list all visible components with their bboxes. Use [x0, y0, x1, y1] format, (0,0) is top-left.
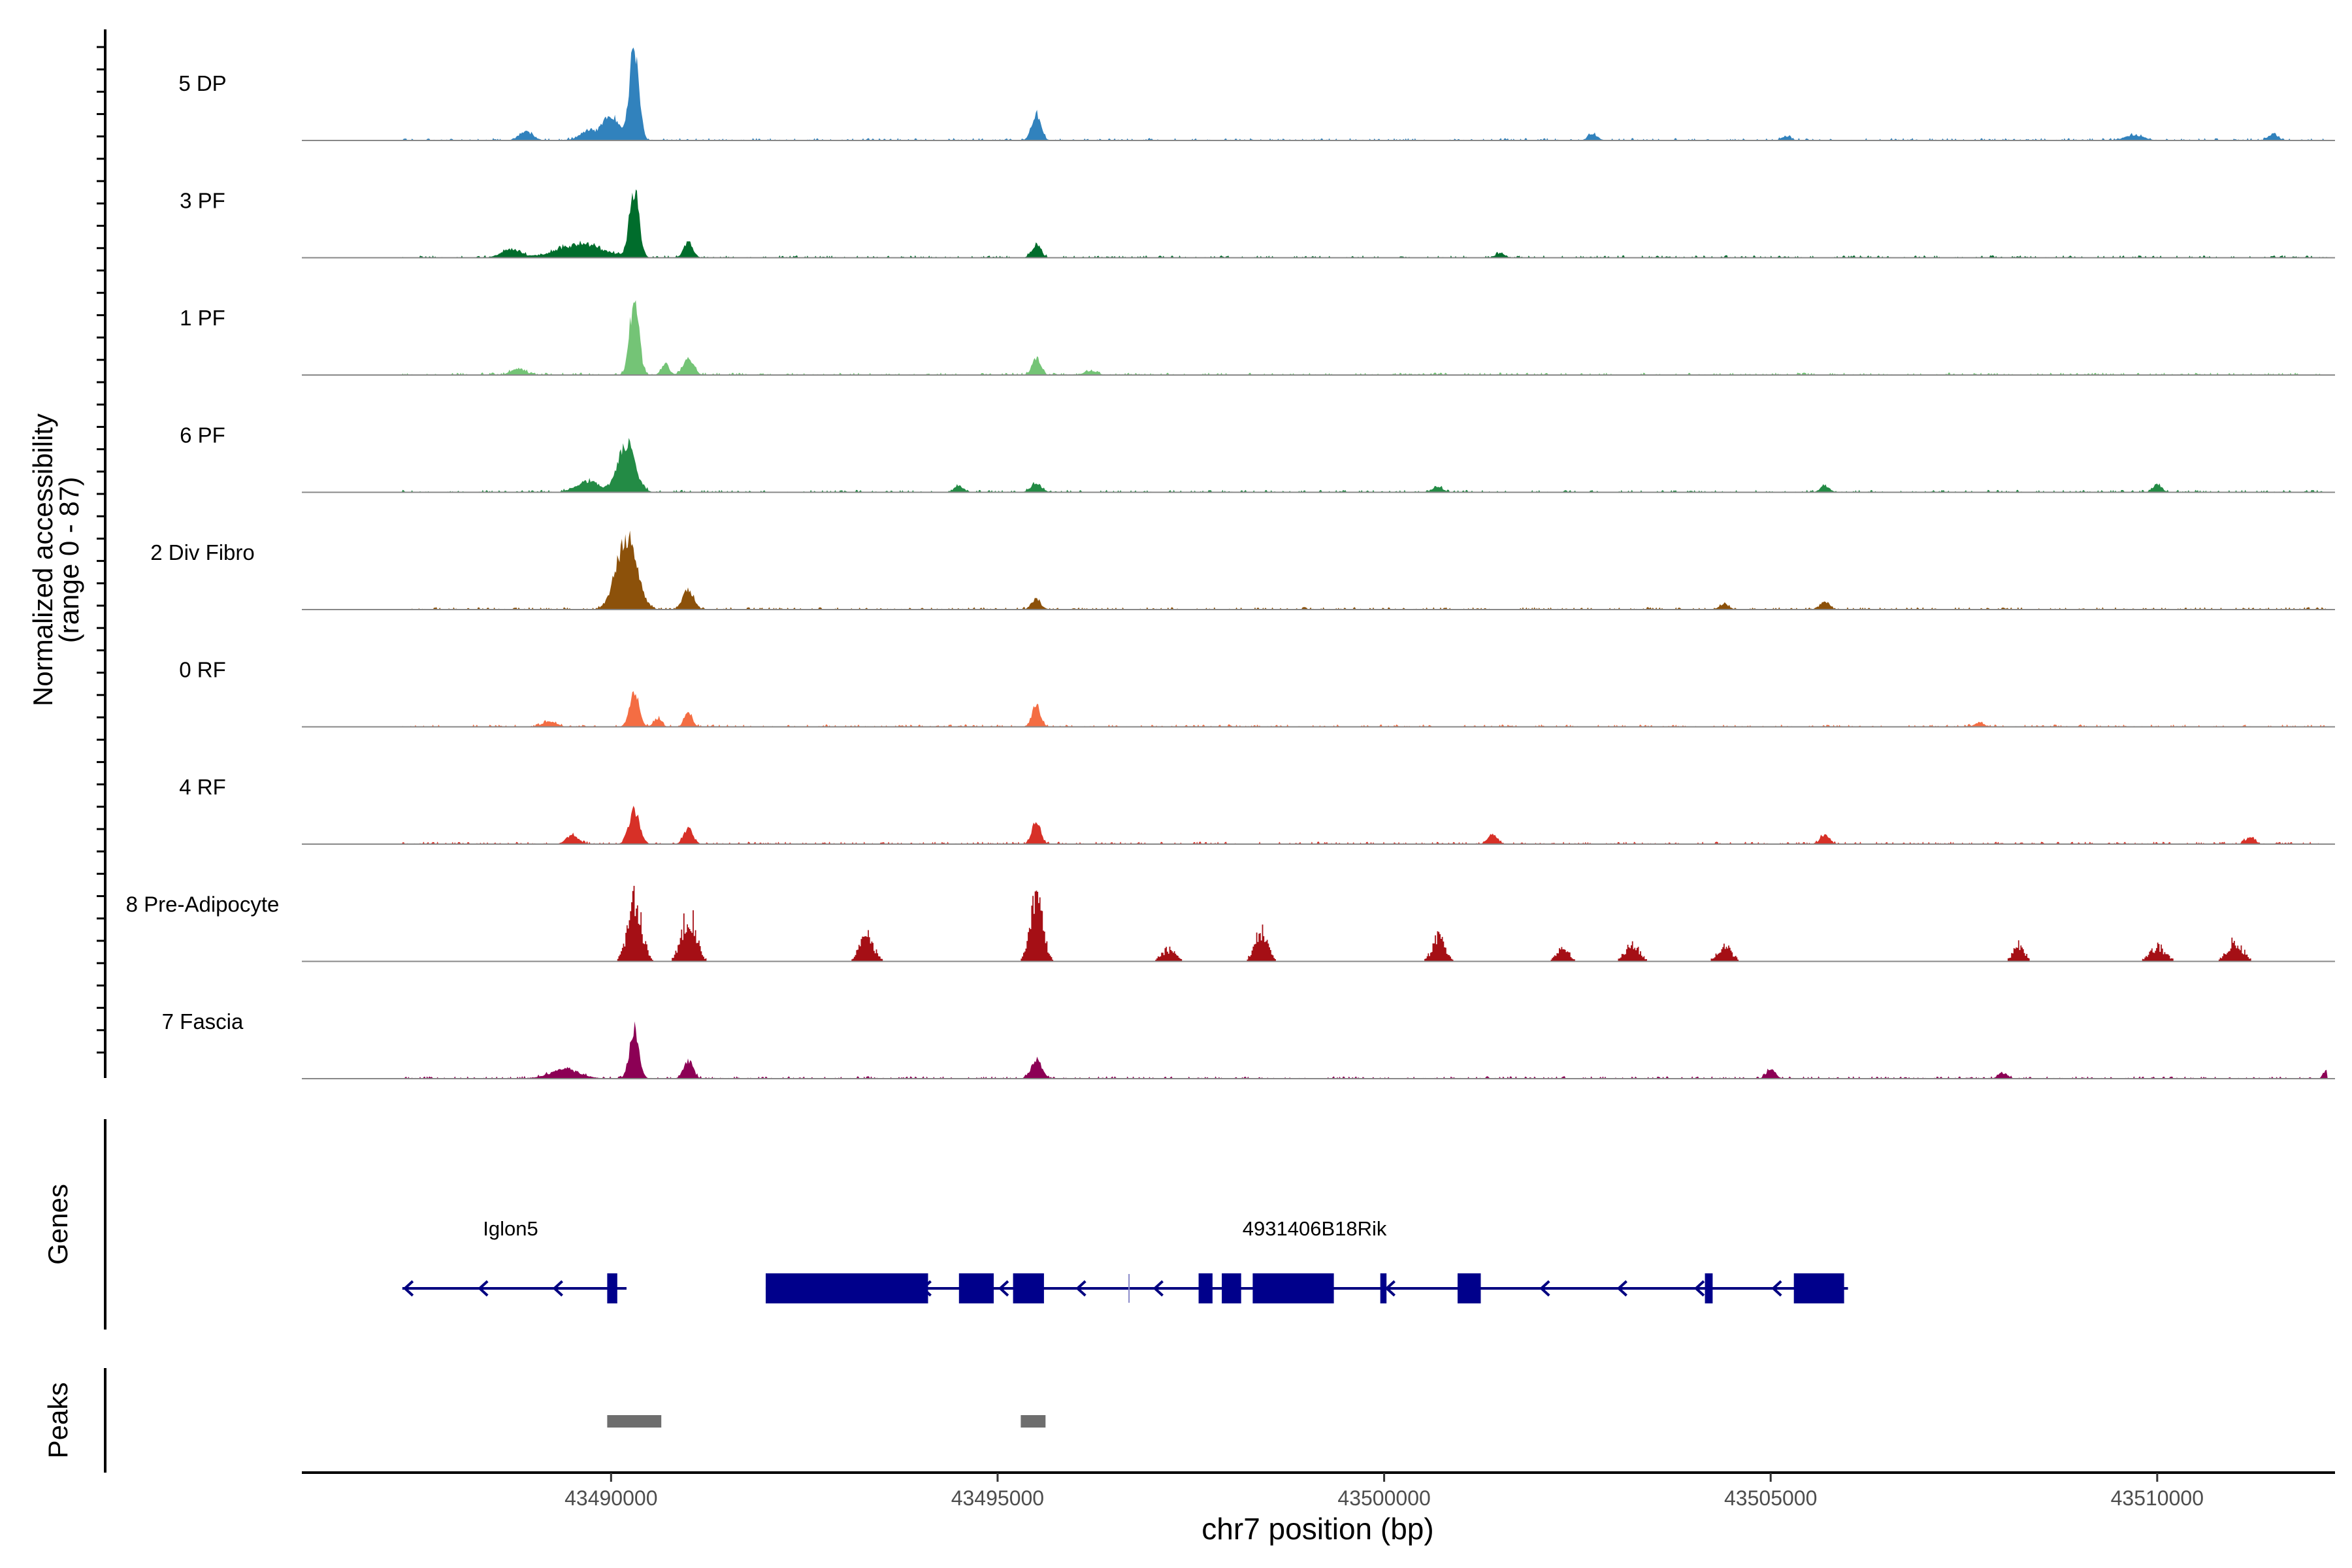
coverage-area [302, 189, 2335, 258]
track-label: 8 Pre-Adipocyte [126, 892, 280, 917]
x-tick-label: 43510000 [2111, 1486, 2204, 1510]
strand-arrow [552, 1280, 563, 1297]
x-tick-label: 43495000 [951, 1486, 1044, 1510]
x-axis-ticks: 43490000 43495000 43500000 43505000 43510000 [564, 1473, 2204, 1510]
coverage-area [302, 531, 2335, 610]
exon [1380, 1273, 1387, 1303]
coverage-area [617, 885, 2251, 962]
track-7-fascia: 7 Fascia [162, 1009, 2335, 1079]
exon [1252, 1273, 1334, 1303]
strand-arrow [402, 1280, 414, 1297]
exon [607, 1273, 617, 1303]
track-label: 6 PF [180, 423, 225, 448]
coverage-area [302, 438, 2335, 493]
exon [1458, 1273, 1481, 1303]
strand-arrow [1539, 1280, 1550, 1297]
exon [1705, 1273, 1713, 1303]
coverage-y-range-label: (range 0 - 87) [54, 477, 84, 643]
track-6-pf: 6 PF [180, 423, 2335, 493]
peak-region [1021, 1415, 1046, 1428]
gene-track: Iglon5 4931406B18Rik [402, 1217, 1848, 1303]
strand-arrow [1771, 1280, 1782, 1297]
track-3-pf: 3 PF [180, 189, 2335, 259]
exon [1222, 1273, 1241, 1303]
exon [1793, 1273, 1844, 1303]
track-label: 2 Div Fibro [150, 540, 255, 564]
track-5-dp: 5 DP [178, 47, 2335, 141]
track-label: 0 RF [179, 658, 226, 682]
x-tick-label: 43505000 [1724, 1486, 1817, 1510]
x-tick-label: 43490000 [564, 1486, 657, 1510]
track-4-rf: 4 RF [179, 775, 2335, 845]
track-2-div-fibro: 2 Div Fibro [150, 531, 2335, 610]
strand-arrow [1384, 1280, 1396, 1297]
gene-name-label: Iglon5 [483, 1217, 538, 1240]
x-axis-label: chr7 position (bp) [1201, 1512, 1433, 1546]
exon [766, 1273, 928, 1303]
peaks-panel-label: Peaks [42, 1382, 73, 1459]
gene-iglon5: Iglon5 [402, 1217, 627, 1303]
track-1-pf: 1 PF [180, 300, 2335, 376]
x-tick-label: 43500000 [1337, 1486, 1430, 1510]
track-label: 3 PF [180, 189, 225, 213]
track-8-pre-adipocyte: 8 Pre-Adipocyte [126, 885, 2335, 962]
gene-name-label: 4931406B18Rik [1243, 1217, 1387, 1240]
track-label: 5 DP [178, 71, 226, 95]
coverage-area [302, 806, 2335, 844]
coverage-y-ticks [97, 46, 105, 1054]
coverage-tracks: 5 DP 3 PF 1 PF 6 PF 2 Div Fibro 0 RF 4 RF 8 Pre… [126, 47, 2335, 1079]
peak-track [607, 1415, 1046, 1428]
track-label: 4 RF [179, 775, 226, 799]
coverage-area [302, 1021, 2335, 1079]
strand-arrow [1075, 1280, 1086, 1297]
exon [1013, 1273, 1044, 1303]
track-0-rf: 0 RF [179, 658, 2335, 728]
track-label: 1 PF [180, 306, 225, 330]
strand-arrow [1616, 1280, 1627, 1297]
genes-panel-label: Genes [42, 1184, 73, 1265]
strand-arrow [478, 1280, 489, 1297]
peak-region [607, 1415, 662, 1428]
gene-4931406b18rik: 4931406B18Rik [765, 1217, 1848, 1303]
coverage-area [302, 300, 2335, 375]
exon [1198, 1273, 1213, 1303]
coverage-y-label: Normalized accessibility [27, 414, 58, 706]
exon [958, 1273, 994, 1303]
strand-arrow [998, 1280, 1009, 1297]
coverage-area [302, 47, 2335, 140]
track-label: 7 Fascia [162, 1009, 244, 1034]
strand-arrow [1152, 1280, 1164, 1297]
coverage-area [302, 691, 2335, 727]
strand-arrow [1693, 1280, 1705, 1297]
